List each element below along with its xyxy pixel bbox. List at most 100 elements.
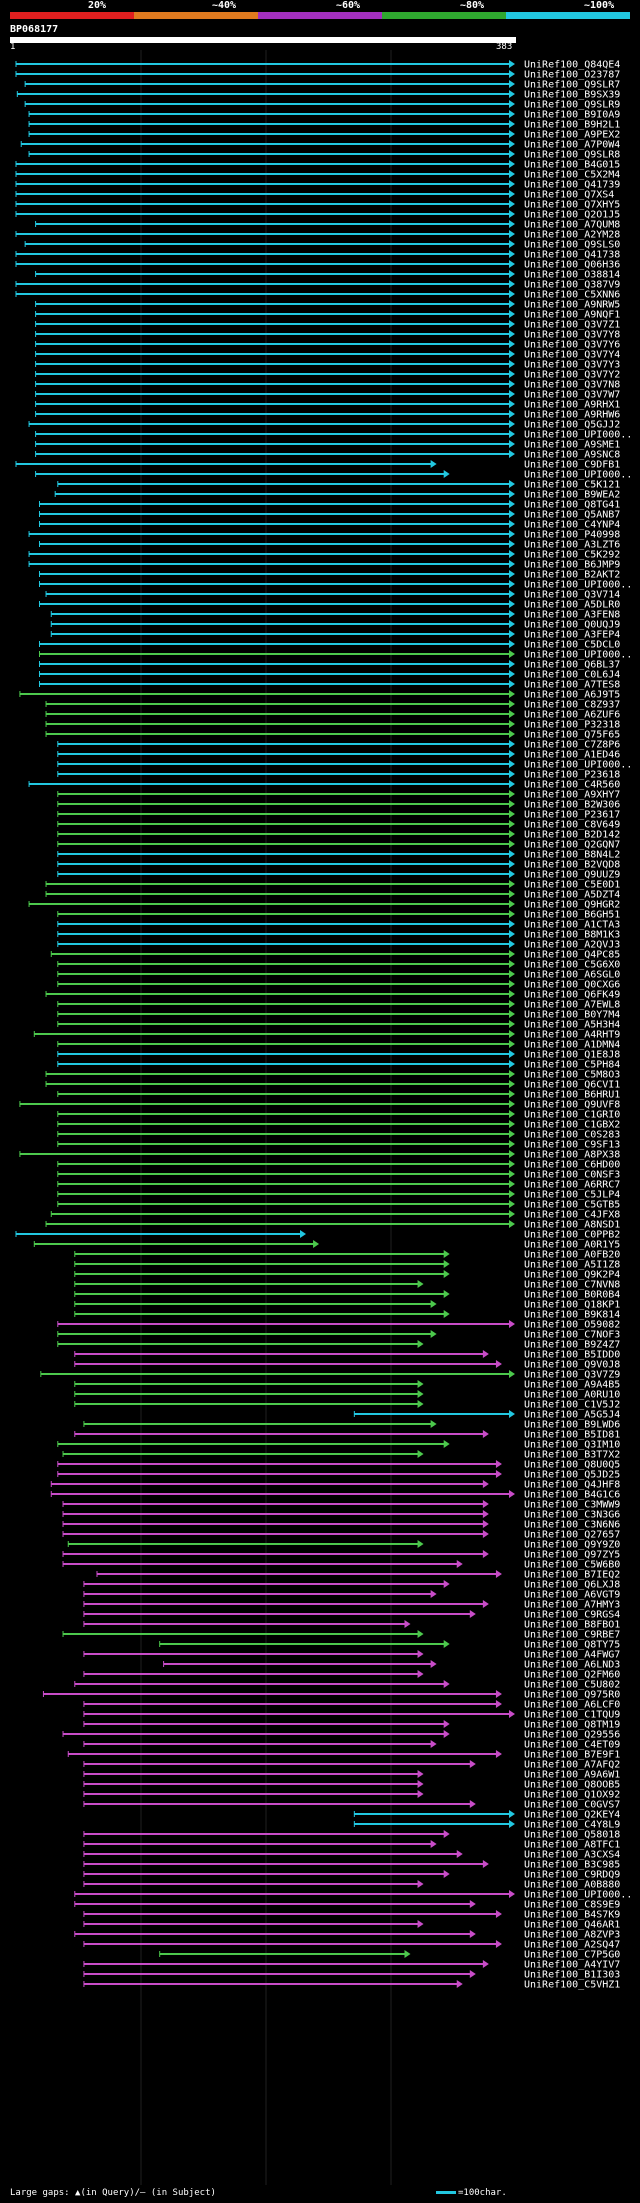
hit-row[interactable]: UniRef100_A9RHW6 <box>35 410 621 421</box>
hit-row[interactable]: UniRef100_B2AKT2 <box>39 570 621 581</box>
hit-row[interactable]: UniRef100_Q84QE4 <box>15 60 620 71</box>
hit-row[interactable]: UniRef100_C9RGS4 <box>83 1610 620 1621</box>
hit-row[interactable]: UniRef100_A4YIV7 <box>83 1960 620 1971</box>
hit-row[interactable]: UniRef100_B9SX39 <box>16 90 620 101</box>
hit-label[interactable]: UniRef100_C8V649 <box>524 820 620 831</box>
hit-row[interactable]: UniRef100_C8V649 <box>57 820 621 831</box>
hit-label[interactable]: UniRef100_Q7XS4 <box>524 190 614 201</box>
hit-row[interactable]: UniRef100_A8ZVP3 <box>74 1930 621 1941</box>
hit-row[interactable]: UniRef100_A7EWL8 <box>57 1000 621 1011</box>
hit-label[interactable]: UniRef100_B3T7X2 <box>524 1450 620 1461</box>
hit-label[interactable]: UniRef100_C7Z8P6 <box>524 740 620 751</box>
hit-label[interactable]: UniRef100_Q9SLR9 <box>524 100 620 111</box>
hit-row[interactable]: UniRef100_Q58018 <box>83 1830 620 1841</box>
hit-row[interactable]: UniRef100_C1TQU9 <box>83 1710 620 1721</box>
hit-row[interactable]: UniRef100_B4G015 <box>15 160 620 171</box>
hit-label[interactable]: UniRef100_A1DMN4 <box>524 1040 620 1051</box>
hit-label[interactable]: UniRef100_B5IDD0 <box>524 1350 620 1361</box>
hit-label[interactable]: UniRef100_A0R1Y5 <box>524 1240 620 1251</box>
hit-row[interactable]: UniRef100_P23617 <box>57 810 621 821</box>
hit-label[interactable]: UniRef100_Q8TM19 <box>524 1720 620 1731</box>
hit-row[interactable]: UniRef100_A3FEP4 <box>50 630 620 641</box>
hit-label[interactable]: UniRef100_P32318 <box>524 720 620 731</box>
hit-row[interactable]: UniRef100_Q3IM10 <box>57 1440 621 1451</box>
hit-label[interactable]: UniRef100_B6JMP9 <box>524 560 620 571</box>
hit-row[interactable]: UniRef100_C4ET09 <box>83 1740 620 1751</box>
hit-row[interactable]: UniRef100_A9XHY7 <box>57 790 621 801</box>
hit-row[interactable]: UniRef100_Q41738 <box>15 250 620 261</box>
hit-label[interactable]: UniRef100_B6HRU1 <box>524 1090 620 1101</box>
hit-row[interactable]: UniRef100_UPI000.. <box>39 580 633 591</box>
hit-row[interactable]: UniRef100_Q9SLR7 <box>24 80 620 91</box>
hit-label[interactable]: UniRef100_Q2KEY4 <box>524 1810 620 1821</box>
hit-label[interactable]: UniRef100_A3LZT6 <box>524 540 620 551</box>
hit-label[interactable]: UniRef100_Q18KP1 <box>524 1300 620 1311</box>
hit-row[interactable]: UniRef100_C5VHZ1 <box>83 1980 620 1991</box>
hit-label[interactable]: UniRef100_A7EWL8 <box>524 1000 620 1011</box>
hit-row[interactable]: UniRef100_C3N3G6 <box>62 1510 620 1521</box>
hit-label[interactable]: UniRef100_A5DLR0 <box>524 600 620 611</box>
hit-row[interactable]: UniRef100_B9H2L1 <box>28 120 620 131</box>
hit-row[interactable]: UniRef100_C0L6J4 <box>39 670 621 681</box>
hit-row[interactable]: UniRef100_C5DCL0 <box>39 640 621 651</box>
hit-row[interactable]: UniRef100_Q3V7Y3 <box>35 360 621 371</box>
hit-label[interactable]: UniRef100_Q0UQJ9 <box>524 620 620 631</box>
hit-row[interactable]: UniRef100_O23787 <box>15 70 620 81</box>
hit-row[interactable]: UniRef100_C5GTB5 <box>57 1200 621 1211</box>
hit-row[interactable]: UniRef100_A0FB20 <box>74 1250 621 1261</box>
hit-label[interactable]: UniRef100_C5U802 <box>524 1680 620 1691</box>
hit-label[interactable]: UniRef100_UPI000.. <box>524 650 632 661</box>
hit-label[interactable]: UniRef100_Q75F65 <box>524 730 620 741</box>
hit-row[interactable]: UniRef100_Q1OX92 <box>83 1790 620 1801</box>
hit-row[interactable]: UniRef100_B5IDD0 <box>74 1350 621 1361</box>
hit-label[interactable]: UniRef100_A3FEP4 <box>524 630 620 641</box>
hit-row[interactable]: UniRef100_Q9SLS0 <box>24 240 620 251</box>
hit-row[interactable]: UniRef100_A9SME1 <box>35 440 621 451</box>
hit-label[interactable]: UniRef100_A9RHX1 <box>524 400 620 411</box>
hit-row[interactable]: UniRef100_P32318 <box>45 720 620 731</box>
hit-label[interactable]: UniRef100_A4FWG7 <box>524 1650 620 1661</box>
hit-label[interactable]: UniRef100_B2D142 <box>524 830 620 841</box>
hit-row[interactable]: UniRef100_C5K292 <box>28 550 620 561</box>
hit-row[interactable]: UniRef100_Q4PC85 <box>50 950 620 961</box>
hit-label[interactable]: UniRef100_Q9K2P4 <box>524 1270 620 1281</box>
hit-row[interactable]: UniRef100_Q6CVI1 <box>45 1080 620 1091</box>
hit-row[interactable]: UniRef100_UPI000.. <box>74 1890 633 1901</box>
hit-label[interactable]: UniRef100_Q6CVI1 <box>524 1080 620 1091</box>
hit-row[interactable]: UniRef100_B3C985 <box>83 1860 620 1871</box>
hit-label[interactable]: UniRef100_C0L6J4 <box>524 670 620 681</box>
hit-label[interactable]: UniRef100_Q387V9 <box>524 280 620 291</box>
hit-row[interactable]: UniRef100_A9NRW5 <box>35 300 621 311</box>
hit-row[interactable]: UniRef100_C0S283 <box>57 1130 621 1141</box>
hit-row[interactable]: UniRef100_Q8TY75 <box>159 1640 621 1651</box>
hit-row[interactable]: UniRef100_C3N6N6 <box>62 1520 620 1531</box>
hit-row[interactable]: UniRef100_A6ZUF6 <box>45 710 620 721</box>
hit-label[interactable]: UniRef100_C5X2M4 <box>524 170 620 181</box>
hit-label[interactable]: UniRef100_Q4JHF8 <box>524 1480 620 1491</box>
hit-label[interactable]: UniRef100_A8NSD1 <box>524 1220 620 1231</box>
hit-row[interactable]: UniRef100_B2VQD8 <box>57 860 621 871</box>
hit-label[interactable]: UniRef100_B4S7K9 <box>524 1910 620 1921</box>
hit-row[interactable]: UniRef100_O59082 <box>57 1320 621 1331</box>
hit-row[interactable]: UniRef100_Q0CXG6 <box>57 980 621 991</box>
hit-label[interactable]: UniRef100_Q9V0J8 <box>524 1360 620 1371</box>
hit-label[interactable]: UniRef100_C4R560 <box>524 780 620 791</box>
hit-row[interactable]: UniRef100_Q3V7Z1 <box>35 320 621 331</box>
hit-label[interactable]: UniRef100_A6LND3 <box>524 1660 620 1671</box>
hit-label[interactable]: UniRef100_C0GVS7 <box>524 1800 620 1811</box>
hit-row[interactable]: UniRef100_A3FEN8 <box>50 610 620 621</box>
hit-label[interactable]: UniRef100_C1TQU9 <box>524 1710 620 1721</box>
hit-row[interactable]: UniRef100_B9LWD6 <box>83 1420 620 1431</box>
hit-row[interactable]: UniRef100_B5ID81 <box>74 1430 621 1441</box>
hit-row[interactable]: UniRef100_Q9HGR2 <box>28 900 620 911</box>
hit-label[interactable]: UniRef100_C9RGS4 <box>524 1610 620 1621</box>
hit-label[interactable]: UniRef100_Q6BL37 <box>524 660 620 671</box>
hit-label[interactable]: UniRef100_B8N4L2 <box>524 850 620 861</box>
hit-label[interactable]: UniRef100_B2AKT2 <box>524 570 620 581</box>
hit-row[interactable]: UniRef100_A8TFC1 <box>83 1840 620 1851</box>
hit-row[interactable]: UniRef100_C9RDQ9 <box>83 1870 620 1881</box>
hit-label[interactable]: UniRef100_Q46AR1 <box>524 1920 620 1931</box>
hit-label[interactable]: UniRef100_C5DCL0 <box>524 640 620 651</box>
hit-label[interactable]: UniRef100_A4YIV7 <box>524 1960 620 1971</box>
hit-label[interactable]: UniRef100_A9A4B5 <box>524 1380 620 1391</box>
